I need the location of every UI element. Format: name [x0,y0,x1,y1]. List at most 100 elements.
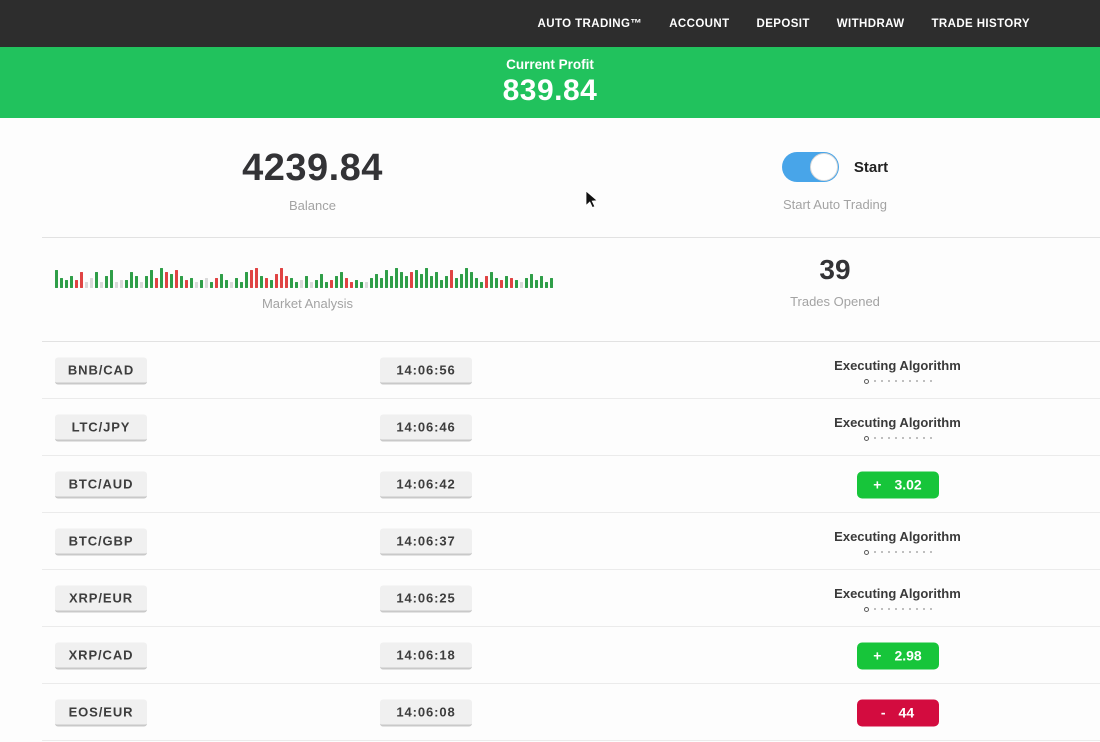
trade-status: +3.02 [795,471,1000,498]
chart-bar [115,282,118,288]
progress-dot [880,608,883,610]
auto-trading-toggle[interactable] [781,152,839,182]
pair-badge[interactable]: LTC/JPY [55,414,147,441]
trade-row: XRP/CAD 14:06:18 +2.98 [0,627,1100,684]
market-analysis-block: Market Analysis [55,258,560,311]
chart-bar [200,280,203,288]
chart-bar [55,270,58,288]
chart-bar [345,278,348,288]
chart-bar [325,282,328,288]
chart-bar [540,276,543,288]
progress-dot [873,437,876,439]
nav-item-withdraw[interactable]: WITHDRAW [836,17,905,30]
chart-bar [525,278,528,288]
chart-bar [505,276,508,288]
current-profit-value: 839.84 [502,74,598,107]
executing-algorithm-label: Executing Algorithm [834,357,961,373]
toggle-knob [809,153,838,181]
chart-bar [545,282,548,288]
nav-item-account[interactable]: ACCOUNT [669,17,730,30]
chart-bar [535,280,538,288]
nav-item-auto-trading[interactable]: AUTO TRADING™ [537,17,643,30]
chart-bar [250,270,253,288]
chart-bar [445,276,448,288]
chart-bar [485,276,488,288]
chart-bar [415,270,418,288]
time-badge: 14:06:37 [380,528,472,555]
result-sign: + [873,476,882,493]
time-badge: 14:06:08 [380,699,472,726]
pair-badge[interactable]: XRP/CAD [55,642,147,669]
progress-dot [873,380,876,382]
pair-badge[interactable]: EOS/EUR [55,699,147,726]
toggle-label: Start [853,158,889,176]
chart-bar [170,274,173,288]
time-badge: 14:06:25 [380,585,472,612]
pair-badge[interactable]: BTC/GBP [55,528,147,555]
chart-bar [265,278,268,288]
trades-list: BNB/CAD 14:06:56 Executing Algorithm LTC/JP… [0,341,1100,741]
chart-bar [125,280,128,288]
chart-bar [100,282,103,288]
trade-row: LTC/JPY 14:06:46 Executing Algorithm [0,399,1100,456]
chart-bar [165,272,168,288]
progress-dot [880,380,883,382]
nav-item-trade-history[interactable]: TRADE HISTORY [931,17,1030,30]
chart-bar [320,274,323,288]
chart-bar [360,282,363,288]
pair-badge[interactable]: BTC/AUD [55,471,147,498]
chart-bar [280,268,283,288]
market-analysis-chart [55,258,560,288]
progress-dot [863,606,869,612]
auto-trading-block: Start Start Auto Trading [695,152,975,212]
chart-bar [300,280,303,288]
progress-dot [894,437,897,439]
chart-bar [240,282,243,288]
chart-bar [135,276,138,288]
chart-bar [255,268,258,288]
chart-bar [90,278,93,288]
trade-row: BNB/CAD 14:06:56 Executing Algorithm [0,342,1100,399]
chart-bar [85,282,88,288]
trades-opened-label: Trades Opened [790,294,880,309]
pair-badge[interactable]: XRP/EUR [55,585,147,612]
chart-bar [285,276,288,288]
chart-bar [185,280,188,288]
balance-block: 4239.84 Balance [0,148,625,213]
progress-dot [887,380,890,382]
progress-dot [908,437,911,439]
chart-bar [465,268,468,288]
chart-bar [420,274,423,288]
current-profit-label: Current Profit [506,57,594,72]
pair-badge[interactable]: BNB/CAD [55,357,147,384]
chart-bar [380,278,383,288]
chart-bar [155,278,158,288]
chart-bar [350,282,353,288]
nav-item-deposit[interactable]: DEPOSIT [756,17,810,30]
executing-algorithm-label: Executing Algorithm [834,414,961,430]
trade-status: Executing Algorithm [795,358,1000,384]
chart-bar [110,270,113,288]
progress-dot [894,551,897,553]
top-nav: AUTO TRADING™ ACCOUNT DEPOSIT WITHDRAW TRADE… [0,0,1100,47]
chart-bar [105,276,108,288]
stats-row-balance: 4239.84 Balance Start Start Auto Trading [0,118,1100,237]
chart-bar [275,274,278,288]
progress-dot [922,608,925,610]
chart-bar [550,278,553,288]
chart-bar [80,272,83,288]
trade-row: BTC/AUD 14:06:42 +3.02 [0,456,1100,513]
chart-bar [70,276,73,288]
chart-bar [375,274,378,288]
stats-row-market: Market Analysis 39 Trades Opened [0,237,1100,341]
chart-bar [260,276,263,288]
chart-bar [480,282,483,288]
time-badge: 14:06:56 [380,357,472,384]
result-badge: -44 [856,699,939,726]
chart-bar [435,272,438,288]
chart-bar [215,278,218,288]
progress-dot [873,551,876,553]
trade-row: BTC/GBP 14:06:37 Executing Algorithm [0,513,1100,570]
chart-bar [295,282,298,288]
chart-bar [140,282,143,288]
